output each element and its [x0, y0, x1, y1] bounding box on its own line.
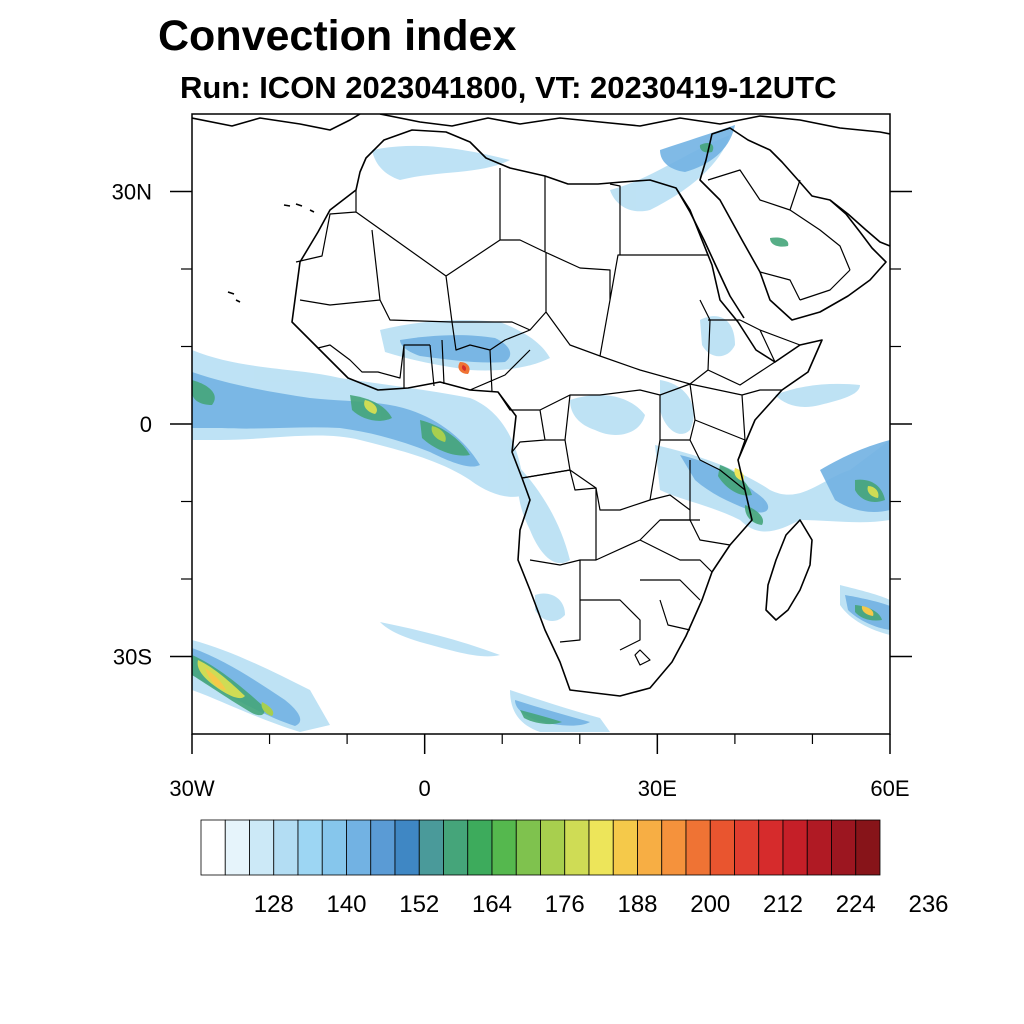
persian-gulf-coastline — [829, 199, 890, 247]
colorbar-label: 176 — [545, 891, 585, 918]
europe-coastline — [192, 114, 890, 135]
colorbar-swatch — [394, 819, 420, 876]
colorbar-swatch — [491, 819, 517, 876]
field-layer-intense — [197, 362, 879, 716]
chart-subtitle: Run: ICON 2023041800, VT: 20230419-12UTC — [180, 70, 837, 105]
colorbar-swatch — [637, 819, 663, 876]
colorbar-swatch — [540, 819, 566, 876]
colorbar-swatch — [321, 819, 347, 876]
colorbar-swatch — [806, 819, 832, 876]
canary-islands — [283, 203, 315, 213]
red-sea-coastline — [675, 187, 745, 319]
convection-field — [192, 125, 890, 732]
colorbar-swatch — [224, 819, 250, 876]
colorbar-swatch — [200, 819, 226, 876]
colorbar-swatch — [370, 819, 396, 876]
africa-coastline — [291, 129, 823, 697]
colorbar-label: 212 — [763, 891, 803, 918]
arabia-borders — [707, 169, 851, 301]
y-tick-label: 0 — [140, 412, 152, 437]
colorbar-swatch — [734, 819, 760, 876]
colorbar-swatch — [564, 819, 590, 876]
colorbar-swatch — [661, 819, 687, 876]
field-layer-light — [192, 135, 890, 732]
east-africa-borders — [649, 383, 782, 546]
colorbar-swatch — [685, 819, 711, 876]
southern-africa-borders — [521, 469, 713, 666]
horn-of-africa-borders — [707, 319, 801, 386]
colorbar — [200, 819, 881, 876]
madagascar-coastline — [765, 519, 813, 621]
coastlines — [192, 114, 890, 697]
colorbar-swatch — [831, 819, 857, 876]
colorbar-label: 224 — [836, 891, 876, 918]
cape-verde-islands — [227, 291, 241, 303]
colorbar-swatch — [709, 819, 735, 876]
colorbar-label: 128 — [254, 891, 294, 918]
colorbar-swatch — [758, 819, 784, 876]
chart-title: Convection index — [158, 12, 517, 60]
colorbar-swatch — [855, 819, 881, 876]
axis-ticks — [170, 190, 912, 754]
x-tick-label: 0 — [419, 776, 431, 801]
colorbar-label: 164 — [472, 891, 512, 918]
colorbar-swatch — [782, 819, 808, 876]
colorbar-swatch — [249, 819, 275, 876]
y-tick-label: 30N — [112, 180, 152, 205]
colorbar-label: 200 — [690, 891, 730, 918]
y-tick-label: 30S — [113, 645, 152, 670]
colorbar-label: 140 — [326, 891, 366, 918]
colorbar-swatch — [346, 819, 372, 876]
colorbar-label: 188 — [617, 891, 657, 918]
field-layer-moderate — [192, 125, 890, 726]
colorbar-label: 152 — [399, 891, 439, 918]
x-tick-label: 30W — [169, 776, 214, 801]
colorbar-swatch — [418, 819, 444, 876]
colorbar-swatch — [515, 819, 541, 876]
colorbar-swatch — [273, 819, 299, 876]
axis-tick-labels: 30W 0 30E 60E 30N 0 30S — [112, 180, 910, 802]
colorbar-labels: 128 140 152 164 176 188 200 212 224 236 — [254, 891, 949, 918]
west-africa-borders — [317, 321, 531, 393]
country-borders — [295, 168, 851, 666]
colorbar-swatch — [612, 819, 638, 876]
colorbar-label: 236 — [908, 891, 948, 918]
colorbar-swatch — [443, 819, 469, 876]
colorbar-swatch — [467, 819, 493, 876]
arabia-coastline — [699, 127, 887, 321]
x-tick-label: 60E — [870, 776, 909, 801]
colorbar-swatch — [588, 819, 614, 876]
x-tick-label: 30E — [638, 776, 677, 801]
colorbar-swatch — [297, 819, 323, 876]
